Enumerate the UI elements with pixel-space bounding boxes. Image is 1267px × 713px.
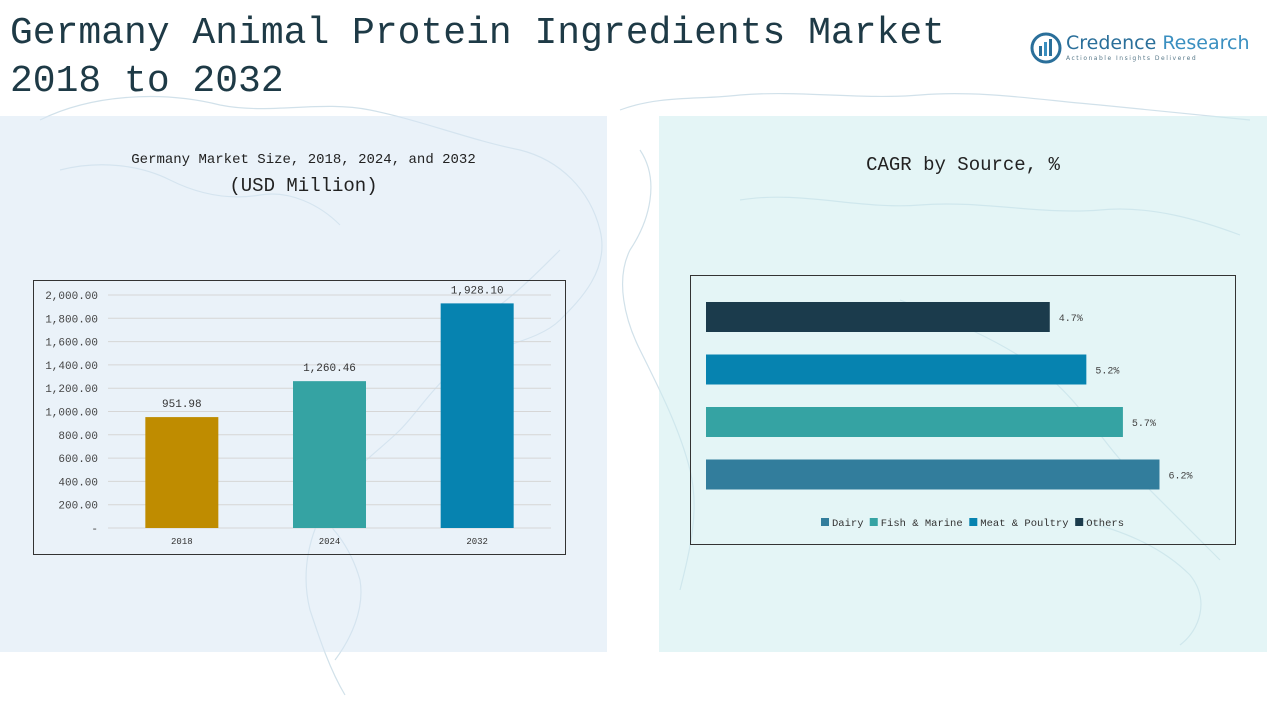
hbar-dairy bbox=[706, 459, 1160, 490]
bar-value-label: 951.98 bbox=[162, 399, 202, 411]
logo-tagline: Actionable Insights Delivered bbox=[1066, 55, 1198, 62]
hbar-fish-marine bbox=[706, 407, 1123, 437]
hbar-meat-poultry bbox=[706, 354, 1087, 385]
hbar-value-label: 5.7% bbox=[1132, 419, 1156, 430]
logo-name: Credence Research bbox=[1066, 32, 1250, 54]
x-tick-label: 2032 bbox=[466, 537, 488, 547]
y-tick-label: 1,600.00 bbox=[45, 338, 98, 350]
y-tick-label: 1,800.00 bbox=[45, 314, 98, 326]
page-title: Germany Animal Protein Ingredients Marke… bbox=[10, 12, 945, 103]
y-tick-label: 400.00 bbox=[58, 477, 98, 489]
market-size-bar-chart: - 200.00 400.00 600.00 800.00 1,000.00 1,200.0… bbox=[33, 280, 566, 555]
hbar-value-label: 4.7% bbox=[1059, 314, 1083, 325]
y-tick-label: 1,400.00 bbox=[45, 361, 98, 373]
cagr-bar-chart: 4.7% 5.2% 5.7% 6.2% Dairy Fish & Marine Meat … bbox=[690, 275, 1236, 545]
bar-value-label: 1,260.46 bbox=[303, 363, 356, 375]
y-tick-label: 600.00 bbox=[58, 454, 98, 466]
legend-swatch bbox=[1075, 518, 1084, 526]
chart-frame bbox=[690, 275, 1236, 545]
logo-icon bbox=[1030, 32, 1062, 64]
legend-label: Others bbox=[1086, 518, 1124, 530]
legend-label: Meat & Poultry bbox=[980, 518, 1068, 530]
legend-label: Fish & Marine bbox=[881, 518, 963, 530]
legend-swatch bbox=[869, 518, 878, 526]
x-tick-label: 2018 bbox=[171, 537, 193, 547]
y-tick-label: 200.00 bbox=[58, 501, 98, 513]
hbar-value-label: 6.2% bbox=[1168, 472, 1192, 483]
credence-research-logo: Credence Research Actionable Insights De… bbox=[1030, 30, 1250, 70]
legend-label: Dairy bbox=[832, 518, 864, 530]
y-tick-label: 1,000.00 bbox=[45, 408, 98, 420]
y-tick-label: - bbox=[91, 524, 98, 536]
bar-2024 bbox=[293, 381, 366, 528]
legend-swatch bbox=[969, 518, 978, 526]
y-tick-label: 800.00 bbox=[58, 431, 98, 443]
cagr-chart-title: CAGR by Source, % bbox=[866, 154, 1060, 176]
market-size-chart-subtitle: (USD Million) bbox=[229, 175, 378, 197]
legend-swatch bbox=[821, 518, 829, 526]
chart-frame bbox=[33, 280, 566, 555]
x-tick-label: 2024 bbox=[319, 537, 341, 547]
hbar-others bbox=[706, 302, 1050, 332]
y-tick-label: 1,200.00 bbox=[45, 384, 98, 396]
bar-value-label: 1,928.10 bbox=[451, 285, 504, 297]
hbar-value-label: 5.2% bbox=[1095, 367, 1119, 378]
y-tick-label: 2,000.00 bbox=[45, 291, 98, 303]
bar-2032 bbox=[440, 303, 514, 528]
market-size-chart-title: Germany Market Size, 2018, 2024, and 203… bbox=[131, 152, 476, 168]
bar-2018 bbox=[145, 417, 219, 528]
